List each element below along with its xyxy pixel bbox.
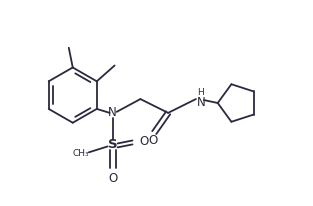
Text: N: N	[108, 106, 117, 119]
Text: O: O	[108, 172, 117, 185]
Text: N: N	[197, 96, 206, 109]
Text: O: O	[149, 134, 158, 147]
Text: O: O	[139, 135, 149, 148]
Text: H: H	[197, 88, 204, 97]
Text: CH₃: CH₃	[73, 149, 90, 158]
Text: S: S	[108, 138, 117, 151]
